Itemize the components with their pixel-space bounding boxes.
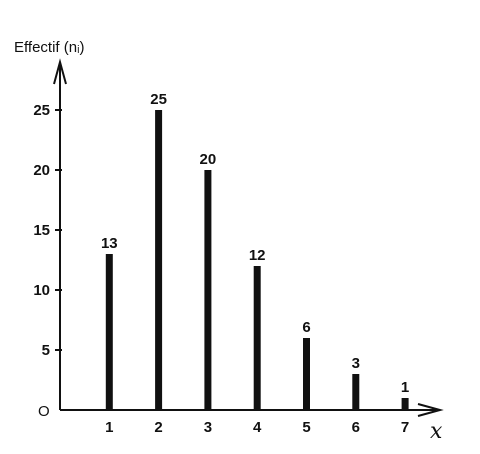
x-tick-label: 5 [302, 419, 310, 436]
bar-3 [204, 170, 212, 410]
x-ticks: 1 2 3 4 5 6 7 [105, 419, 409, 436]
bars [105, 110, 409, 410]
y-tick-label: 20 [33, 162, 50, 179]
data-label-7: 1 [401, 379, 409, 396]
data-labels: 13 25 20 12 6 3 1 [101, 91, 409, 396]
bar-1 [105, 254, 113, 410]
y-tick-label: 15 [33, 222, 50, 239]
bar-4 [253, 266, 261, 410]
bar-2 [155, 110, 163, 410]
x-tick-label: 1 [105, 419, 113, 436]
origin-label: O [38, 403, 50, 420]
data-label-5: 6 [302, 319, 310, 336]
bar-7 [401, 398, 409, 410]
data-label-4: 12 [249, 247, 266, 264]
bar-5 [303, 338, 310, 410]
y-tick-label: 5 [42, 342, 50, 359]
y-tick-label: 10 [33, 282, 50, 299]
x-axis-title: x [430, 419, 443, 444]
x-tick-label: 7 [401, 419, 409, 436]
x-tick-label: 4 [253, 419, 262, 436]
data-label-2: 25 [150, 91, 167, 108]
x-axis-arrowhead [417, 403, 444, 417]
x-tick-label: 6 [352, 419, 360, 436]
y-axis-title: Effectif (nᵢ) [14, 39, 84, 56]
y-axis-arrowhead [53, 58, 67, 85]
data-label-3: 20 [200, 151, 217, 168]
axes [53, 58, 444, 417]
y-ticks: 5 10 15 20 25 [33, 102, 62, 359]
bar-6 [352, 374, 360, 410]
data-label-1: 13 [101, 235, 118, 252]
x-tick-label: 3 [204, 419, 212, 436]
y-tick-label: 25 [33, 102, 50, 119]
data-label-6: 3 [352, 355, 360, 372]
x-tick-label: 2 [154, 419, 162, 436]
